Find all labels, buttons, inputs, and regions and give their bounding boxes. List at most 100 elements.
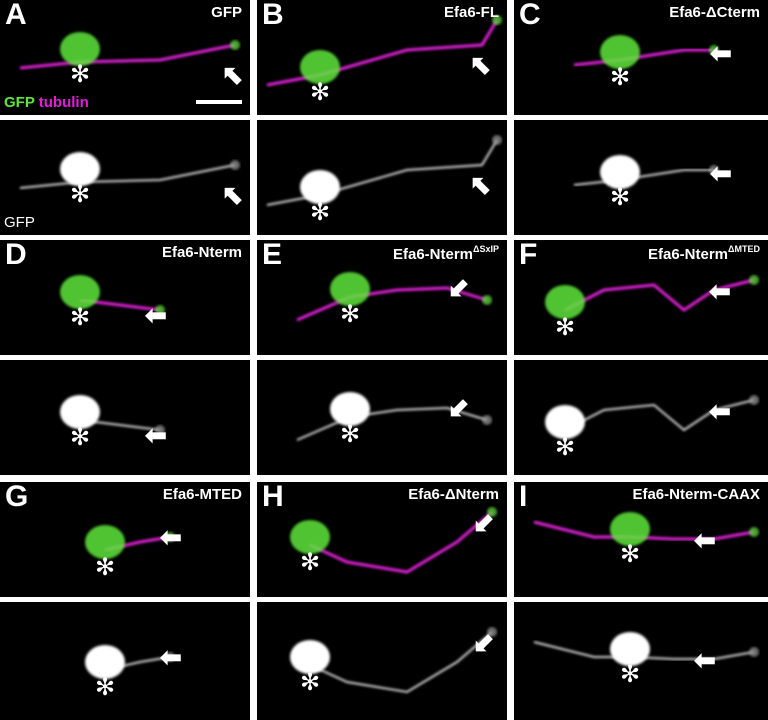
micrograph — [60, 275, 165, 315]
construct-label: Efa6-Nterm — [162, 244, 242, 261]
micrograph — [533, 632, 759, 666]
growth-cone — [155, 305, 165, 315]
growth-cone — [709, 165, 719, 175]
cell-body — [610, 632, 650, 666]
arrow-icon: ⬅ — [694, 645, 716, 675]
micrograph — [545, 395, 759, 439]
growth-cone — [749, 275, 759, 285]
panel-i-gfp: ✻ ⬅ — [514, 602, 768, 720]
growth-cone — [487, 507, 497, 517]
asterisk-icon: ✻ — [94, 674, 116, 701]
asterisk-icon: ✻ — [619, 661, 641, 688]
panel-f-merge: F Efa6-NtermΔMTED ✻ ⬅ — [514, 240, 768, 355]
construct-superscript: ΔMTED — [728, 244, 760, 254]
micrograph — [290, 627, 497, 694]
cell-body — [60, 395, 100, 429]
cell-body — [600, 35, 640, 69]
construct-label: Efa6-Nterm-CAAX — [632, 486, 760, 503]
asterisk-icon: ✻ — [554, 314, 576, 341]
asterisk-icon: ✻ — [69, 181, 91, 208]
channel-label-gfp: GFP — [4, 94, 35, 111]
construct-name: Efa6-Nterm — [392, 246, 474, 263]
neurite — [309, 510, 493, 574]
micrograph — [19, 152, 240, 189]
panel-letter: B — [262, 0, 284, 31]
cell-body — [300, 50, 340, 84]
cell-body — [330, 392, 370, 426]
growth-cone — [165, 652, 175, 662]
cell-body — [290, 640, 330, 674]
panel-g-gfp: ✻ ⬅ — [0, 602, 250, 720]
growth-cone — [492, 15, 502, 25]
panel-letter: I — [519, 482, 528, 513]
neurite — [266, 19, 499, 87]
asterisk-icon: ✻ — [94, 554, 116, 581]
asterisk-icon: ✻ — [339, 301, 361, 328]
construct-name: Efa6-FL — [443, 4, 499, 21]
growth-cone — [482, 295, 492, 305]
cell-body — [545, 405, 585, 439]
micrograph — [545, 275, 759, 319]
construct-label: Efa6-FL — [444, 4, 499, 21]
asterisk-icon: ✻ — [309, 79, 331, 106]
panel-h-merge: H Efa6-ΔNterm ✻ ⬅ — [257, 482, 507, 597]
arrow-icon: ⬅ — [145, 420, 167, 450]
panel-letter: C — [519, 0, 541, 31]
arrow-icon: ⬅ — [694, 525, 716, 555]
neurite — [266, 139, 498, 206]
asterisk-icon: ✻ — [554, 434, 576, 461]
cell-body — [60, 32, 100, 66]
micrograph — [60, 395, 165, 435]
arrow-icon: ⬅ — [709, 396, 731, 426]
micrograph — [573, 155, 719, 189]
arrow-icon: ⬅ — [160, 642, 182, 672]
channel-label-tubulin: tubulin — [38, 94, 89, 111]
neurite — [533, 520, 755, 541]
cell-body — [290, 520, 330, 554]
construct-label: Efa6-NtermΔSxIP — [393, 244, 499, 263]
arrow-icon: ⬅ — [710, 38, 732, 68]
neurite — [309, 631, 493, 694]
channel-label-gfp-single: GFP — [4, 214, 35, 231]
growth-cone — [482, 415, 492, 425]
panel-letter: G — [5, 482, 29, 513]
panel-e-gfp: ✻ ⬅ — [257, 360, 507, 475]
construct-name: GFP — [211, 4, 242, 21]
micrograph — [19, 32, 240, 70]
neurite — [296, 286, 488, 322]
micrograph — [85, 525, 175, 559]
construct-label: Efa6-MTED — [163, 486, 242, 503]
growth-cone — [749, 647, 759, 657]
panel-letter: H — [262, 482, 284, 513]
panel-a-gfp: ✻ ⬅ GFP — [0, 120, 250, 235]
cell-body — [85, 645, 125, 679]
asterisk-icon: ✻ — [69, 61, 91, 88]
panel-h-gfp: ✻ ⬅ — [257, 602, 507, 720]
panel-b-gfp: ✻ ⬅ — [257, 120, 507, 235]
micrograph — [85, 645, 175, 679]
panel-letter: A — [5, 0, 27, 31]
construct-name: Efa6-ΔCterm — [669, 4, 760, 21]
panel-d-gfp: ✻ ⬅ — [0, 360, 250, 475]
micrograph — [296, 272, 492, 322]
asterisk-icon: ✻ — [69, 304, 91, 331]
cell-body — [300, 170, 340, 204]
panel-g-merge: G Efa6-MTED ✻ ⬅ — [0, 482, 250, 597]
panel-c-merge: C Efa6-ΔCterm ✻ ⬅ — [514, 0, 768, 115]
panel-letter: E — [262, 240, 283, 271]
cell-body — [60, 152, 100, 186]
micrograph — [290, 507, 497, 574]
construct-label: GFP — [211, 4, 242, 21]
panel-b-merge: B Efa6-FL ✻ ⬅ — [257, 0, 507, 115]
cell-body — [330, 272, 370, 306]
panel-e-merge: E Efa6-NtermΔSxIP ✻ ⬅ — [257, 240, 507, 355]
neurite — [19, 43, 236, 70]
panel-i-merge: I Efa6-Nterm-CAAX ✻ ⬅ — [514, 482, 768, 597]
growth-cone — [230, 160, 240, 170]
asterisk-icon: ✻ — [609, 184, 631, 211]
scale-bar — [196, 100, 242, 104]
panel-letter: D — [5, 240, 27, 271]
panel-letter: F — [519, 240, 538, 271]
growth-cone — [749, 395, 759, 405]
